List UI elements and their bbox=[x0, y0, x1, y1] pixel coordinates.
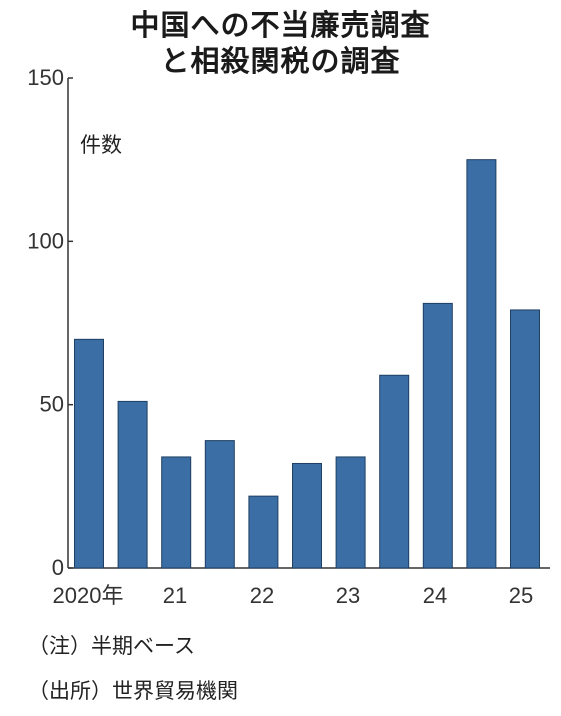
y-tick-label: 100 bbox=[27, 228, 64, 253]
bar-2025H1 bbox=[510, 309, 540, 569]
y-tick-label: 0 bbox=[52, 555, 64, 580]
chart-title: 中国への不当廉売調査 bbox=[130, 8, 431, 42]
bar-chart: 0 50 100 150 件数 2020年 21 22 23 24 25 bbox=[27, 65, 550, 608]
bar-2021H2 bbox=[204, 440, 235, 569]
x-tick-label: 2020年 bbox=[53, 583, 124, 608]
bar-2022H1 bbox=[248, 495, 279, 569]
source-note: （出所）世界貿易機関 bbox=[28, 679, 238, 703]
bar-2024H2 bbox=[466, 159, 497, 569]
bar-2023H2 bbox=[379, 374, 410, 569]
footnote: （注）半期ベース bbox=[28, 634, 195, 658]
bar-2020H1 bbox=[74, 338, 104, 569]
bar-2022H2 bbox=[292, 462, 322, 569]
x-tick-label: 25 bbox=[509, 583, 533, 608]
y-tick-label: 50 bbox=[40, 392, 64, 417]
chart-subtitle: と相殺関税の調査 bbox=[160, 44, 401, 78]
bar-2024H1 bbox=[422, 302, 453, 569]
x-tick-label: 23 bbox=[336, 583, 360, 608]
y-tick-label: 150 bbox=[27, 65, 64, 90]
x-tick-label: 22 bbox=[250, 583, 274, 608]
y-axis-label: 件数 bbox=[80, 133, 122, 157]
bar-2020H2 bbox=[117, 400, 148, 569]
bar-2023H1 bbox=[335, 456, 366, 569]
bar-2021H1 bbox=[161, 456, 192, 569]
x-tick-label: 24 bbox=[423, 583, 447, 608]
x-tick-label: 21 bbox=[163, 583, 187, 608]
